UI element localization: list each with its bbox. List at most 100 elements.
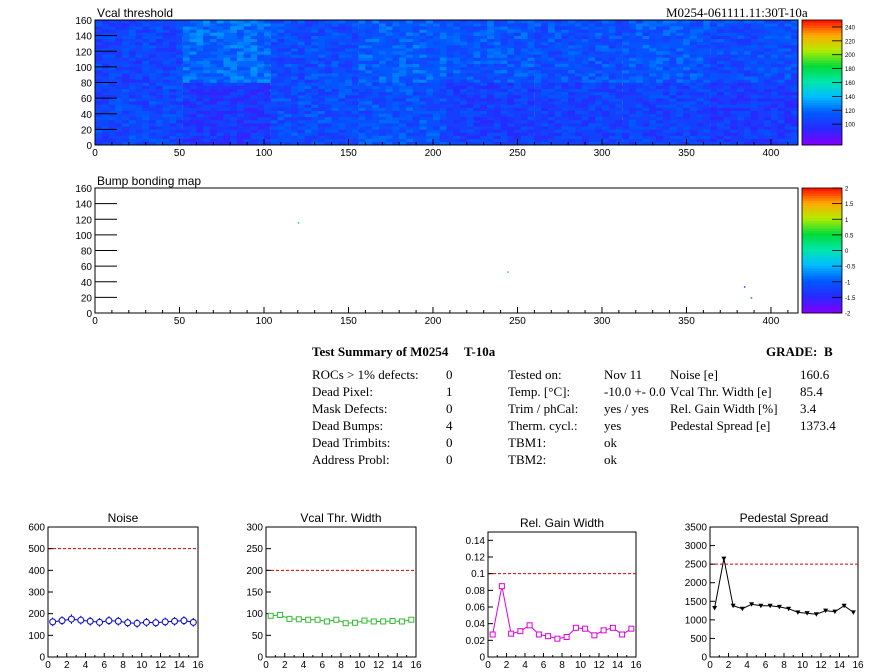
pixel-cell [743, 26, 751, 30]
pixel-cell [791, 54, 799, 58]
pixel-cell [608, 79, 616, 83]
pixel-cell [683, 126, 691, 130]
pixel-cell [487, 79, 495, 83]
pixel-cell [169, 132, 177, 136]
data-point [408, 616, 415, 623]
pixel-cell [392, 45, 400, 49]
pixel-cell [581, 29, 589, 33]
pixel-cell [460, 20, 468, 24]
pixel-cell [263, 120, 272, 124]
pixel-cell [453, 88, 461, 93]
pixel-cell [115, 132, 123, 136]
pixel-cell [669, 88, 677, 93]
pixel-cell [338, 20, 346, 24]
pixel-cell [777, 91, 785, 96]
pixel-cell [331, 132, 339, 136]
color-scale-label: 1.5 [845, 202, 854, 208]
pixel-cell [311, 135, 319, 140]
pixel-cell [669, 141, 677, 146]
pixel-cell [331, 85, 339, 90]
pixel-cell [547, 70, 555, 74]
data-point [380, 618, 387, 625]
pixel-cell [541, 138, 549, 143]
pixel-cell [487, 132, 495, 136]
pixel-cell [466, 135, 474, 140]
data-point [508, 630, 515, 637]
pixel-cell [757, 29, 765, 33]
pixel-cell [791, 45, 799, 49]
pixel-cell [730, 132, 738, 136]
pixel-cell [770, 132, 779, 136]
pixel-cell [392, 126, 400, 130]
data-point [628, 625, 635, 632]
pixel-cell [426, 141, 434, 146]
pixel-cell [236, 82, 245, 86]
pixel-cell [770, 116, 779, 121]
pixel-cell [480, 98, 488, 102]
pixel-cell [277, 82, 285, 86]
pixel-cell [574, 23, 582, 27]
pixel-cell [392, 41, 400, 46]
pixel-cell [378, 120, 386, 124]
pixel-cell [460, 41, 468, 46]
pixel-cell [257, 126, 265, 130]
pixel-cell [608, 132, 616, 136]
pixel-cell [311, 63, 319, 68]
pixel-cell [608, 63, 616, 68]
pixel-cell [514, 63, 522, 68]
pixel-cell [189, 73, 197, 77]
pixel-cell [284, 70, 292, 74]
pixel-cell [460, 129, 468, 133]
bump-defect-point [750, 297, 753, 299]
pixel-cell [155, 48, 163, 52]
pixel-cell [716, 38, 724, 43]
pixel-cell [696, 98, 704, 102]
pixel-cell [723, 138, 731, 143]
color-scale-band [802, 80, 842, 83]
pixel-cell [676, 113, 684, 118]
pixel-cell [297, 57, 305, 61]
pixel-cell [412, 101, 420, 105]
pixel-cell [297, 141, 305, 146]
pixel-cell [142, 123, 150, 127]
pixel-cell [473, 79, 481, 83]
pixel-cell [507, 23, 515, 27]
pixel-cell [683, 29, 691, 33]
data-point [712, 605, 718, 611]
pixel-cell [378, 132, 386, 136]
pixel-cell [250, 54, 258, 58]
pixel-cell [770, 107, 779, 111]
pixel-cell [730, 38, 738, 43]
pixel-cell [412, 95, 420, 99]
pixel-cell [507, 104, 515, 108]
pixel-cell [770, 23, 779, 27]
pixel-cell [656, 123, 664, 127]
pixel-cell [250, 132, 258, 136]
pixel-cell [223, 116, 231, 121]
pixel-cell [439, 101, 447, 105]
pixel-cell [149, 41, 157, 46]
pixel-cell [784, 60, 792, 65]
defect-label: Dead Trimbits: [312, 435, 391, 450]
pixel-cell [696, 138, 704, 143]
pixel-cell [480, 29, 488, 33]
pixel-cell [223, 41, 231, 46]
pixel-cell [554, 101, 562, 105]
pixel-cell [243, 57, 251, 61]
pixel-cell [311, 76, 319, 80]
pixel-cell [277, 79, 285, 83]
pixel-cell [250, 120, 258, 124]
pixel-cell [277, 60, 285, 65]
pixel-cell [392, 29, 400, 33]
pixel-cell [568, 57, 576, 61]
color-scale-band [802, 60, 842, 63]
pixel-cell [392, 38, 400, 43]
pixel-cell [122, 26, 130, 30]
pixel-cell [263, 48, 272, 52]
pixel-cell [345, 107, 353, 111]
pixel-cell [257, 120, 265, 124]
pixel-cell [291, 35, 299, 40]
pixel-cell [203, 48, 211, 52]
pixel-cell [412, 26, 420, 30]
pixel-cell [128, 135, 136, 140]
